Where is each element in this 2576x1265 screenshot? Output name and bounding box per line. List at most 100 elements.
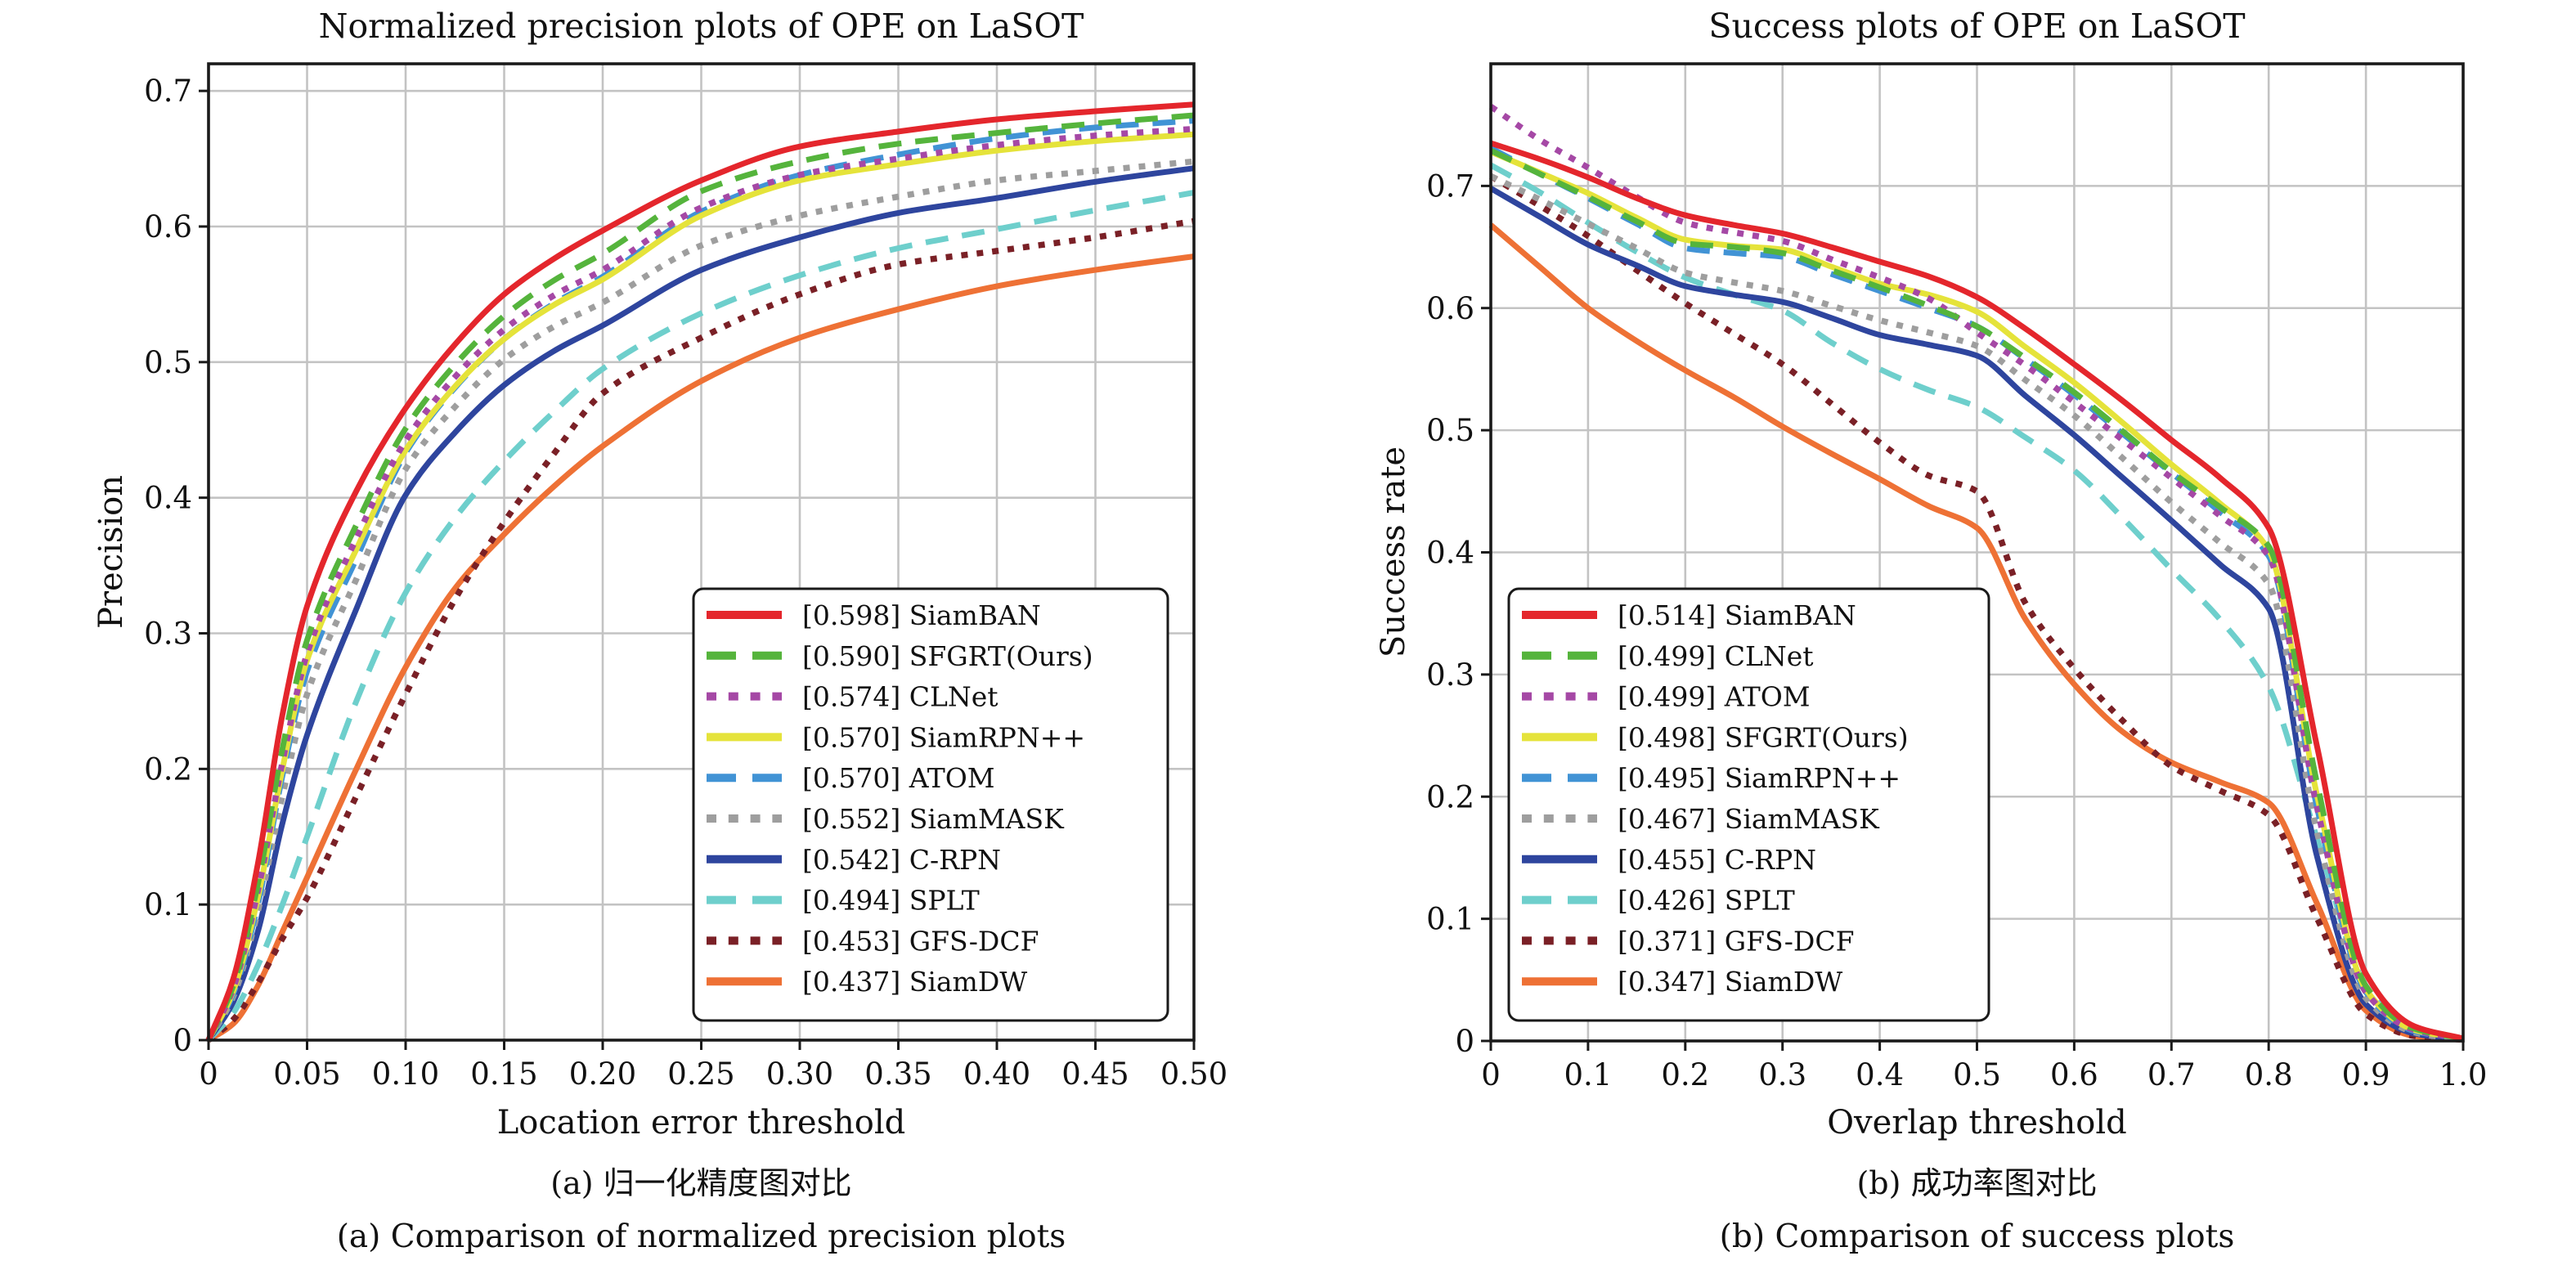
legend-item: [0.498] SFGRT(Ours) — [1522, 721, 1909, 753]
x-tick-label: 0.20 — [569, 1056, 636, 1092]
legend-item: [0.542] C-RPN — [707, 844, 1001, 876]
curve-GFS-DCF — [206, 218, 1195, 1043]
chart-title: Success plots of OPE on LaSOT — [1708, 7, 2246, 46]
legend-label: [0.453] GFS-DCF — [802, 925, 1039, 957]
y-tick-label: 0 — [173, 1023, 192, 1058]
legend-item: [0.514] SiamBAN — [1522, 599, 1856, 631]
y-tick-label: 0.7 — [144, 74, 192, 109]
success-plot-svg: 0 0.1 0.2 0.3 0.4 0.5 0.6 0.7 0.8 0.9 1.0 0 0.1 0.2 0.… — [1426, 62, 2487, 1092]
x-tick-label: 0 — [1481, 1057, 1501, 1092]
x-tick-label: 0.5 — [1953, 1057, 2001, 1092]
y-tick-label: 0.2 — [144, 751, 192, 787]
tick-labels: 0 0.05 0.10 0.15 0.20 0.25 0.30 0.35 0.40 0.45 0.5… — [144, 74, 1227, 1092]
y-tick-label: 0.1 — [1426, 902, 1474, 937]
axis-ticks — [199, 89, 1196, 1050]
axis-ticks — [1481, 184, 2465, 1051]
precision-chart-canvas: 0 0.05 0.10 0.15 0.20 0.25 0.30 0.35 0.40 0.45 0.5… — [144, 62, 1227, 1092]
panel-success: Success plots of OPE on LaSOT Success ra… — [1288, 0, 2576, 1265]
curve-GFS-DCF — [1489, 173, 2464, 1043]
legend-item: [0.574] CLNet — [707, 681, 999, 713]
y-tick-label: 0.4 — [1426, 536, 1474, 571]
legend-label: [0.426] SPLT — [1618, 885, 1795, 917]
x-axis-label: Location error threshold — [496, 1104, 906, 1142]
panel-normalized-precision: Normalized precision plots of OPE on LaS… — [92, 7, 1227, 1255]
legend-item: [0.598] SiamBAN — [707, 599, 1041, 631]
x-tick-label: 0.3 — [1758, 1057, 1806, 1092]
x-axis-label: Overlap threshold — [1827, 1104, 2127, 1142]
legend-label: [0.347] SiamDW — [1618, 966, 1842, 998]
caption-chinese: (a) 归一化精度图对比 — [550, 1165, 852, 1201]
y-tick-label: 0.4 — [144, 481, 192, 516]
caption-english: (a) Comparison of normalized precision p… — [336, 1218, 1066, 1255]
legend-label: [0.494] SPLT — [802, 885, 980, 917]
legend-item: [0.371] GFS-DCF — [1522, 925, 1855, 957]
y-tick-label: 0.2 — [1426, 779, 1474, 814]
legend: [0.514] SiamBAN [0.499] CLNet [0.499] ATOM… — [1507, 587, 1990, 1022]
legend-item: [0.570] SiamRPN++ — [707, 721, 1085, 753]
normalized-precision-plot-svg: 0 0.05 0.10 0.15 0.20 0.25 0.30 0.35 0.40 0.45 0.5… — [144, 62, 1227, 1092]
y-tick-label: 0.5 — [144, 345, 192, 380]
legend-item: [0.570] ATOM — [707, 762, 995, 794]
caption-chinese: (b) 成功率图对比 — [1856, 1165, 2098, 1201]
legend-label: [0.437] SiamDW — [802, 966, 1027, 998]
legend-box — [1507, 587, 1990, 1022]
legend-item: [0.495] SiamRPN++ — [1522, 762, 1901, 794]
curves — [1488, 104, 2464, 1043]
curve-SPLT — [206, 190, 1195, 1043]
x-tick-label: 0.2 — [1661, 1057, 1709, 1092]
legend-item: [0.437] SiamDW — [707, 966, 1027, 998]
curve-CLNet — [205, 125, 1195, 1042]
legend-item: [0.453] GFS-DCF — [707, 925, 1039, 957]
legend-label: [0.495] SiamRPN++ — [1618, 762, 1901, 794]
chart-title: Normalized precision plots of OPE on LaS… — [318, 7, 1084, 46]
legend-label: [0.598] SiamBAN — [802, 599, 1041, 631]
legend-item: [0.455] C-RPN — [1522, 844, 1816, 876]
x-tick-label: 0.9 — [2342, 1057, 2390, 1092]
legend-label: [0.371] GFS-DCF — [1618, 925, 1855, 957]
legend-item: [0.590] SFGRT(Ours) — [707, 640, 1093, 672]
x-tick-label: 0.1 — [1564, 1057, 1612, 1092]
legend: [0.598] SiamBAN [0.590] SFGRT(Ours) [0.574… — [692, 587, 1169, 1022]
curve-SFGRT(Ours) — [205, 112, 1195, 1042]
legend-item: [0.552] SiamMASK — [707, 803, 1065, 835]
x-tick-label: 0.4 — [1856, 1057, 1904, 1092]
legend-item: [0.499] CLNet — [1522, 640, 1814, 672]
x-tick-label: 0.25 — [667, 1056, 734, 1092]
legend-label: [0.455] C-RPN — [1618, 844, 1816, 876]
y-tick-label: 0.7 — [1426, 168, 1474, 204]
curve-ATOM — [1488, 104, 2464, 1042]
x-tick-label: 0.15 — [470, 1056, 537, 1092]
legend-label: [0.552] SiamMASK — [802, 803, 1065, 835]
x-tick-label: 0.05 — [273, 1056, 340, 1092]
legend-label: [0.498] SFGRT(Ours) — [1618, 721, 1909, 753]
legend-item: [0.467] SiamMASK — [1522, 803, 1880, 835]
x-tick-label: 1.0 — [2439, 1057, 2488, 1092]
caption-english: (b) Comparison of success plots — [1719, 1218, 2235, 1255]
x-tick-label: 0.7 — [2147, 1057, 2196, 1092]
legend-label: [0.570] SiamRPN++ — [802, 721, 1085, 753]
x-tick-label: 0.45 — [1061, 1056, 1129, 1092]
x-tick-label: 0.30 — [766, 1056, 833, 1092]
legend-item: [0.426] SPLT — [1522, 885, 1795, 917]
legend-label: [0.570] ATOM — [802, 762, 995, 794]
curve-SiamBAN — [205, 101, 1195, 1042]
y-tick-label: 0.5 — [1426, 413, 1474, 448]
legend-item: [0.347] SiamDW — [1522, 966, 1842, 998]
y-tick-label: 0.6 — [1426, 291, 1474, 326]
legend-box — [692, 587, 1169, 1022]
legend-item: [0.494] SPLT — [707, 885, 980, 917]
legend-label: [0.590] SFGRT(Ours) — [802, 640, 1093, 672]
x-tick-label: 0 — [199, 1056, 218, 1092]
y-tick-label: 0.6 — [144, 209, 192, 244]
legend-item: [0.499] ATOM — [1522, 681, 1811, 713]
y-tick-label: 0 — [1455, 1024, 1474, 1059]
curve-CLNet — [1489, 147, 2464, 1042]
tick-labels: 0 0.1 0.2 0.3 0.4 0.5 0.6 0.7 0.8 0.9 1.0 0 0.1 0.2 0.… — [1426, 168, 2487, 1092]
curves — [205, 101, 1195, 1043]
y-tick-label: 0.1 — [144, 887, 192, 922]
x-tick-label: 0.35 — [864, 1056, 931, 1092]
x-tick-label: 0.8 — [2245, 1057, 2293, 1092]
legend-label: [0.499] CLNet — [1618, 640, 1814, 672]
legend-label: [0.467] SiamMASK — [1618, 803, 1880, 835]
